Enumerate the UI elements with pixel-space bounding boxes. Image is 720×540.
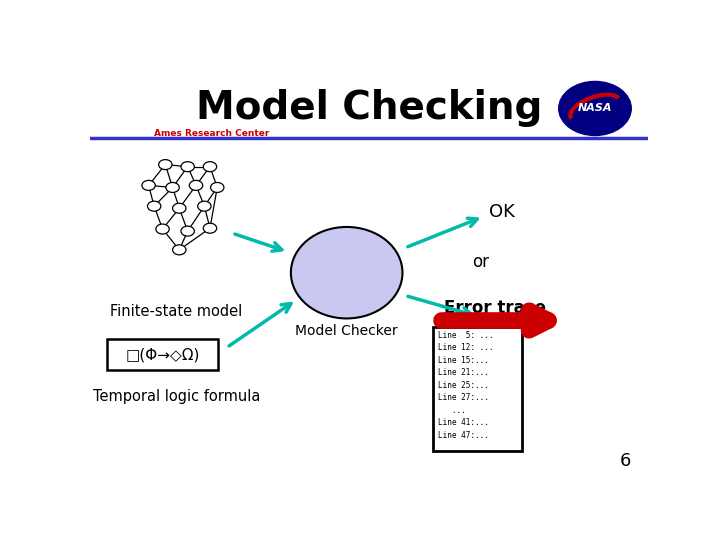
Circle shape [198,201,211,211]
Circle shape [166,183,179,192]
Circle shape [173,203,186,213]
Text: Line 15:...: Line 15:... [438,356,488,365]
Circle shape [559,82,631,136]
Circle shape [173,245,186,255]
Text: OK: OK [489,204,515,221]
Text: Line 27:...: Line 27:... [438,393,488,402]
Text: 6: 6 [620,452,631,470]
Text: Line 41:...: Line 41:... [438,418,488,427]
FancyBboxPatch shape [433,327,523,451]
Text: Line 25:...: Line 25:... [438,381,488,390]
Text: Model Checker: Model Checker [295,324,398,338]
Text: Ames Research Center: Ames Research Center [154,129,269,138]
Circle shape [158,160,172,170]
Text: Line 47:...: Line 47:... [438,431,488,440]
Text: Line 12: ...: Line 12: ... [438,343,493,353]
Ellipse shape [291,227,402,319]
Circle shape [203,161,217,172]
Text: Line  5: ...: Line 5: ... [438,331,493,340]
Circle shape [142,180,156,191]
Circle shape [189,180,203,191]
Circle shape [181,161,194,172]
Text: Line 21:...: Line 21:... [438,368,488,377]
Text: Finite-state model: Finite-state model [110,304,243,319]
Circle shape [203,223,217,233]
Text: or: or [472,253,489,271]
Text: NASA: NASA [577,104,612,113]
Text: Error trace: Error trace [444,299,546,317]
Text: Temporal logic formula: Temporal logic formula [93,389,260,404]
Circle shape [210,183,224,192]
Text: □(Φ→◇Ω): □(Φ→◇Ω) [125,347,199,362]
Text: ...: ... [438,406,465,415]
Circle shape [181,226,194,236]
Text: Model Checking: Model Checking [196,90,542,127]
Circle shape [148,201,161,211]
Circle shape [156,224,169,234]
FancyBboxPatch shape [107,339,218,370]
